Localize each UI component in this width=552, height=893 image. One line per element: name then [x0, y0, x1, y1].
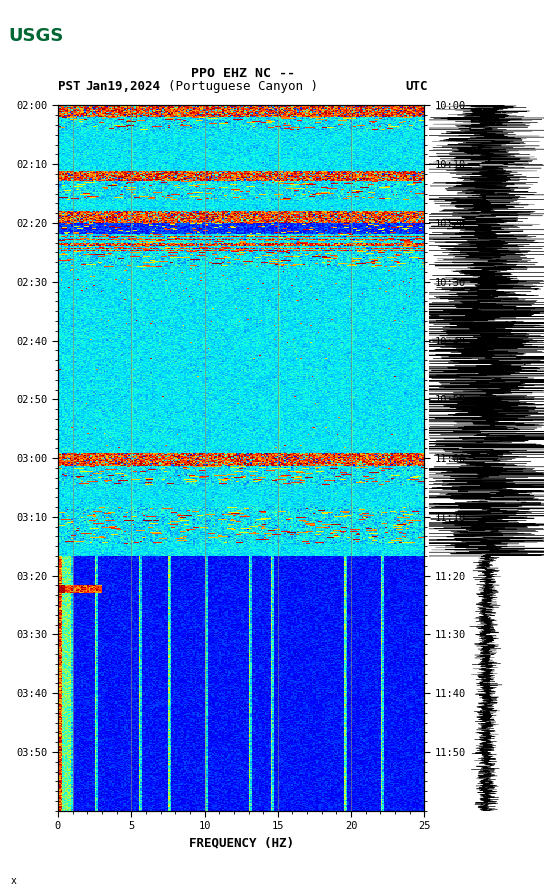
Text: x: x [11, 876, 17, 886]
Text: UTC: UTC [406, 80, 428, 93]
X-axis label: FREQUENCY (HZ): FREQUENCY (HZ) [189, 837, 294, 850]
Text: Jan19,2024: Jan19,2024 [86, 80, 161, 93]
Text: (Portuguese Canyon ): (Portuguese Canyon ) [168, 80, 318, 93]
Text: PST: PST [58, 80, 81, 93]
Text: USGS: USGS [8, 27, 63, 45]
Text: PPO EHZ NC --: PPO EHZ NC -- [191, 67, 295, 79]
